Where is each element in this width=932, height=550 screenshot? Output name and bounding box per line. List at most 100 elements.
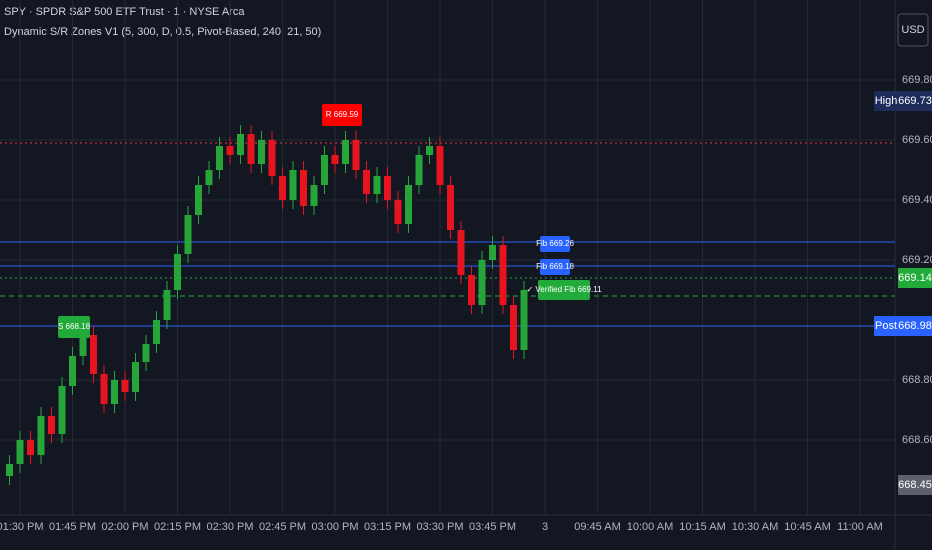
candle-body	[321, 155, 328, 185]
x-tick-label: 01:30 PM	[0, 521, 44, 533]
price-badge-label: 669.73	[898, 95, 932, 107]
candle-body	[489, 245, 496, 260]
annotation-label: ✓ Verified Fib 669.11	[526, 285, 602, 294]
candle-body	[48, 416, 55, 434]
price-badge	[898, 316, 932, 336]
x-tick-label: 03:45 PM	[469, 521, 516, 533]
candle-body	[520, 290, 528, 350]
candle-body	[184, 215, 192, 254]
candle-body	[100, 374, 108, 404]
price-badge-label: 668.45	[898, 479, 932, 491]
x-tick-label: 3	[542, 521, 548, 533]
candle-body	[426, 146, 433, 155]
x-tick-label: 02:15 PM	[154, 521, 201, 533]
candle-body	[195, 185, 202, 215]
candle-body	[468, 275, 475, 305]
x-tick-label: 01:45 PM	[49, 521, 96, 533]
annotation-box	[540, 236, 570, 252]
y-tick-label: 669.80	[902, 74, 932, 86]
annotation-box	[58, 316, 90, 338]
candle-body	[174, 254, 181, 290]
candle-body	[268, 140, 276, 176]
annotation-label: Fib 669.18	[536, 262, 574, 271]
candle-body	[300, 170, 307, 206]
annotation-label: Fib 669.26	[536, 239, 574, 248]
candle-body	[237, 134, 244, 155]
x-tick-label: 02:00 PM	[101, 521, 148, 533]
annotation-box	[540, 259, 570, 275]
candle-body	[279, 176, 286, 200]
currency-box[interactable]	[897, 13, 929, 47]
y-tick-label: 668.60	[902, 434, 932, 446]
annotation-box	[538, 280, 590, 300]
candle-body	[415, 155, 423, 185]
candle-body	[447, 185, 454, 230]
candle-body	[226, 146, 234, 155]
candle-body	[132, 362, 139, 392]
x-tick-label: 10:15 AM	[679, 521, 725, 533]
price-badge	[898, 268, 932, 288]
x-tick-label: 10:00 AM	[627, 521, 673, 533]
candle-body	[363, 170, 370, 194]
x-tick-label: 02:30 PM	[206, 521, 253, 533]
candle-body	[331, 155, 339, 164]
y-tick-label: 668.80	[902, 374, 932, 386]
y-tick-label: 669.20	[902, 254, 932, 266]
annotation-label: R 669.59	[326, 110, 359, 119]
annotation-label: S 668.18	[58, 322, 91, 331]
price-badge-label: 669.14	[898, 272, 932, 284]
badge-name-box	[874, 316, 898, 336]
candle-body	[90, 335, 97, 374]
x-tick-label: 03:00 PM	[311, 521, 358, 533]
x-tick-label: 09:45 AM	[574, 521, 620, 533]
candle-body	[457, 230, 465, 275]
candle-body	[258, 140, 265, 164]
candle-body	[142, 344, 150, 362]
candle-body	[69, 356, 76, 386]
candle-body	[163, 290, 171, 320]
candle-body	[499, 245, 507, 305]
candle-body	[405, 185, 412, 224]
indicator-title: Dynamic S/R Zones V1 (5, 300, D, 0.5, Pi…	[4, 26, 321, 38]
candle-body	[16, 440, 24, 464]
candle-body	[58, 386, 66, 434]
candle-body	[310, 185, 318, 206]
candle-body	[121, 380, 129, 392]
y-tick-label: 669.40	[902, 194, 932, 206]
price-badge	[898, 475, 932, 495]
currency[interactable]: USD	[901, 24, 924, 36]
candle-body	[79, 335, 87, 356]
x-tick-label: 10:45 AM	[784, 521, 830, 533]
price-badge	[898, 91, 932, 111]
candle-body	[510, 305, 517, 350]
candle-body	[289, 170, 297, 200]
candle-body	[247, 134, 255, 164]
candle-body	[436, 146, 444, 185]
x-tick-label: 03:15 PM	[364, 521, 411, 533]
x-tick-label: 03:30 PM	[416, 521, 463, 533]
badge-name: Post	[875, 320, 897, 332]
badge-name: High	[875, 95, 898, 107]
annotation-box	[322, 104, 362, 126]
candle-body	[478, 260, 486, 305]
candle-body	[205, 170, 213, 185]
candle-body	[111, 380, 118, 404]
y-tick-label: 669.60	[902, 134, 932, 146]
x-tick-label: 11:00 AM	[837, 521, 883, 533]
candle-body	[384, 176, 391, 200]
candle-body	[394, 200, 402, 224]
candle-body	[216, 146, 223, 170]
candle-body	[352, 140, 360, 170]
badge-name-box	[874, 91, 898, 111]
candle-body	[37, 416, 45, 455]
x-tick-label: 10:30 AM	[732, 521, 778, 533]
candle-body	[342, 140, 349, 164]
candle-body	[6, 464, 13, 476]
price-badge-label: 668.98	[898, 320, 932, 332]
candle-body	[153, 320, 160, 344]
candle-body	[373, 176, 381, 194]
x-tick-label: 02:45 PM	[259, 521, 306, 533]
candle-body	[27, 440, 34, 455]
